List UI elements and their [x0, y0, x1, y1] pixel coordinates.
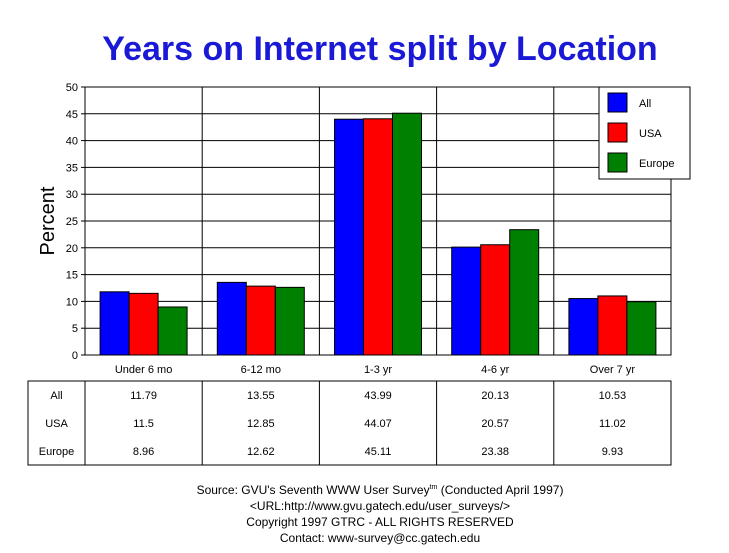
copyright-line: Copyright 1997 GTRC - ALL RIGHTS RESERVE… — [246, 515, 514, 529]
data-label: 11.5 — [133, 418, 154, 430]
table-row-label: All — [50, 390, 62, 402]
data-label: 9.93 — [602, 446, 623, 458]
bar — [99, 291, 130, 356]
bar — [363, 118, 393, 356]
x-tick-label: 4-6 yr — [481, 364, 509, 376]
y-tick-label: 45 — [66, 109, 78, 121]
y-tick-label: 35 — [66, 162, 78, 174]
y-tick-label: 5 — [72, 323, 78, 335]
bar — [451, 246, 482, 356]
y-tick-label: 0 — [72, 350, 78, 362]
source-line-1: Source: GVU's Seventh WWW User Surveytm … — [196, 483, 564, 497]
legend-label: USA — [639, 128, 662, 140]
y-tick-label: 50 — [66, 82, 78, 94]
table-row-label: USA — [45, 418, 68, 430]
x-tick-label: Over 7 yr — [590, 364, 636, 376]
legend-swatch — [607, 92, 628, 113]
bar — [274, 286, 305, 356]
source-block: Source: GVU's Seventh WWW User Surveytm … — [0, 480, 729, 546]
data-label: 11.79 — [130, 390, 157, 402]
bar — [392, 112, 422, 356]
bar — [334, 118, 364, 356]
data-label: 44.07 — [364, 418, 392, 430]
x-tick-label: 1-3 yr — [364, 364, 392, 376]
bar — [568, 298, 599, 356]
bar — [626, 301, 657, 356]
data-label: 20.57 — [481, 418, 509, 430]
contact-line[interactable]: Contact: www-survey@cc.gatech.edu — [279, 531, 481, 545]
y-tick-label: 10 — [66, 296, 78, 308]
data-label: 12.85 — [247, 418, 275, 430]
y-tick-label: 40 — [66, 136, 78, 148]
data-label: 43.99 — [364, 390, 392, 402]
y-axis-label: Percent — [37, 186, 59, 255]
legend-label: Europe — [639, 158, 674, 170]
y-tick-label: 25 — [66, 216, 78, 228]
legend-swatch — [607, 122, 628, 143]
bar — [157, 306, 188, 356]
data-label: 12.62 — [247, 446, 275, 458]
bar — [480, 244, 511, 356]
y-tick-label: 30 — [66, 189, 78, 201]
bar — [216, 281, 247, 356]
data-label: 45.11 — [365, 446, 392, 458]
table-row-label: Europe — [39, 446, 74, 458]
data-label: 23.38 — [481, 446, 509, 458]
y-tick-label: 20 — [66, 243, 78, 255]
data-label: 10.53 — [599, 390, 627, 402]
source-url[interactable]: <URL:http://www.gvu.gatech.edu/user_surv… — [249, 499, 511, 513]
x-tick-label: 6-12 mo — [241, 364, 281, 376]
bar — [245, 285, 276, 356]
bar — [597, 295, 628, 356]
x-tick-label: Under 6 mo — [115, 364, 172, 376]
legend-label: All — [639, 98, 651, 110]
data-table-frame — [27, 380, 672, 466]
data-label: 20.13 — [481, 390, 509, 402]
data-label: 13.55 — [247, 390, 275, 402]
data-label: 11.02 — [599, 418, 626, 430]
bar — [509, 229, 540, 356]
data-label: 8.96 — [133, 446, 154, 458]
legend-swatch — [607, 152, 628, 173]
bar — [128, 292, 159, 356]
chart-title: Years on Internet split by Location — [102, 30, 658, 68]
y-tick-label: 15 — [66, 270, 78, 282]
